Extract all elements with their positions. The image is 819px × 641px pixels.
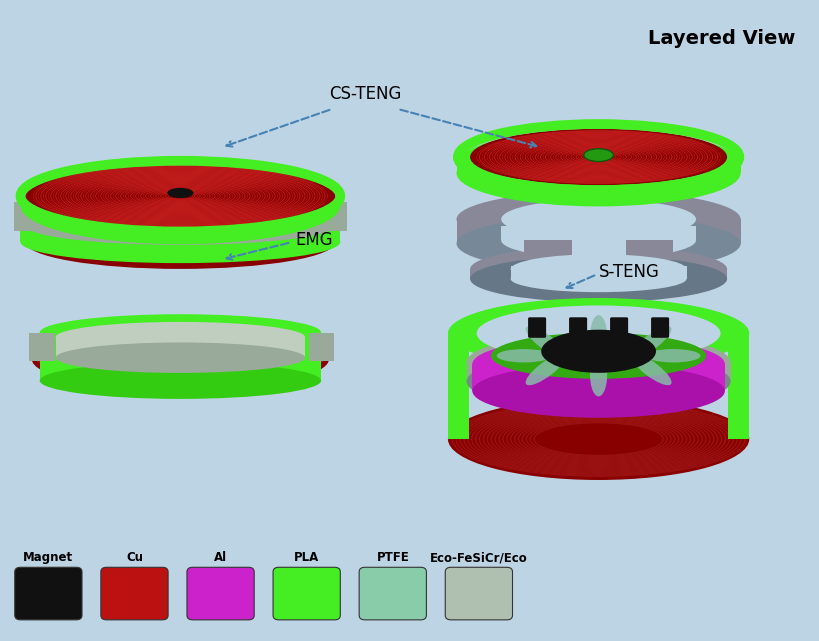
Polygon shape [20, 200, 35, 242]
Polygon shape [510, 266, 686, 279]
Ellipse shape [500, 222, 695, 258]
FancyBboxPatch shape [445, 567, 512, 620]
Ellipse shape [469, 256, 726, 302]
Ellipse shape [631, 354, 671, 385]
Polygon shape [14, 203, 32, 231]
FancyBboxPatch shape [568, 317, 586, 338]
Ellipse shape [39, 362, 321, 399]
Polygon shape [309, 333, 323, 361]
Polygon shape [456, 163, 740, 173]
FancyBboxPatch shape [650, 317, 668, 338]
Ellipse shape [472, 337, 724, 391]
Ellipse shape [25, 165, 335, 227]
Ellipse shape [39, 314, 321, 351]
Text: S-TENG: S-TENG [598, 263, 658, 281]
FancyBboxPatch shape [273, 567, 340, 620]
Ellipse shape [525, 326, 565, 358]
Text: Eco-FeSiCr/Eco: Eco-FeSiCr/Eco [429, 551, 527, 564]
Text: CS-TENG: CS-TENG [328, 85, 400, 103]
Ellipse shape [20, 221, 340, 263]
Ellipse shape [466, 333, 730, 391]
Ellipse shape [456, 215, 740, 272]
Ellipse shape [24, 205, 337, 245]
Ellipse shape [447, 298, 749, 369]
Polygon shape [469, 269, 726, 279]
Polygon shape [447, 333, 468, 439]
Polygon shape [35, 190, 325, 242]
Text: Al: Al [214, 551, 227, 564]
Ellipse shape [466, 353, 730, 410]
Polygon shape [29, 333, 43, 361]
Polygon shape [625, 240, 672, 260]
FancyBboxPatch shape [101, 567, 168, 620]
Ellipse shape [500, 199, 695, 239]
Ellipse shape [491, 333, 705, 379]
Polygon shape [466, 362, 730, 381]
Ellipse shape [32, 328, 328, 390]
Ellipse shape [25, 177, 54, 195]
Text: PLA: PLA [294, 551, 319, 564]
Ellipse shape [645, 349, 699, 362]
Text: Magnet: Magnet [23, 551, 74, 564]
Polygon shape [24, 209, 337, 225]
FancyBboxPatch shape [187, 567, 254, 620]
Polygon shape [456, 219, 740, 244]
Ellipse shape [167, 188, 193, 198]
Ellipse shape [590, 354, 606, 396]
Ellipse shape [525, 354, 565, 385]
Ellipse shape [469, 246, 726, 292]
Ellipse shape [456, 191, 740, 247]
Polygon shape [523, 240, 571, 260]
Polygon shape [325, 200, 340, 242]
FancyBboxPatch shape [609, 317, 627, 338]
Ellipse shape [306, 177, 336, 195]
Ellipse shape [306, 197, 336, 215]
Ellipse shape [25, 197, 54, 215]
Ellipse shape [20, 167, 340, 244]
Ellipse shape [25, 215, 335, 269]
Ellipse shape [34, 332, 327, 379]
Ellipse shape [631, 326, 671, 358]
Ellipse shape [56, 342, 305, 373]
Ellipse shape [472, 364, 724, 418]
Polygon shape [39, 333, 321, 381]
Ellipse shape [456, 140, 740, 206]
Polygon shape [500, 226, 695, 240]
Ellipse shape [24, 189, 337, 229]
Ellipse shape [583, 149, 613, 162]
FancyBboxPatch shape [359, 567, 426, 620]
Ellipse shape [56, 322, 305, 353]
Polygon shape [56, 337, 305, 358]
Ellipse shape [510, 254, 686, 284]
Ellipse shape [496, 349, 550, 362]
Polygon shape [41, 333, 55, 361]
Ellipse shape [24, 192, 337, 227]
Polygon shape [472, 364, 724, 391]
Text: Cu: Cu [126, 551, 143, 564]
Ellipse shape [469, 129, 726, 185]
FancyBboxPatch shape [15, 567, 82, 620]
Ellipse shape [510, 265, 686, 292]
Ellipse shape [590, 315, 606, 358]
Ellipse shape [447, 398, 749, 480]
Polygon shape [320, 333, 334, 361]
Text: EMG: EMG [295, 231, 333, 249]
Ellipse shape [476, 306, 720, 362]
Text: PTFE: PTFE [376, 551, 409, 564]
Polygon shape [328, 203, 346, 231]
Ellipse shape [541, 329, 655, 373]
Polygon shape [727, 333, 749, 439]
Text: Layered View: Layered View [647, 29, 794, 48]
Ellipse shape [456, 130, 740, 197]
FancyBboxPatch shape [527, 317, 545, 338]
